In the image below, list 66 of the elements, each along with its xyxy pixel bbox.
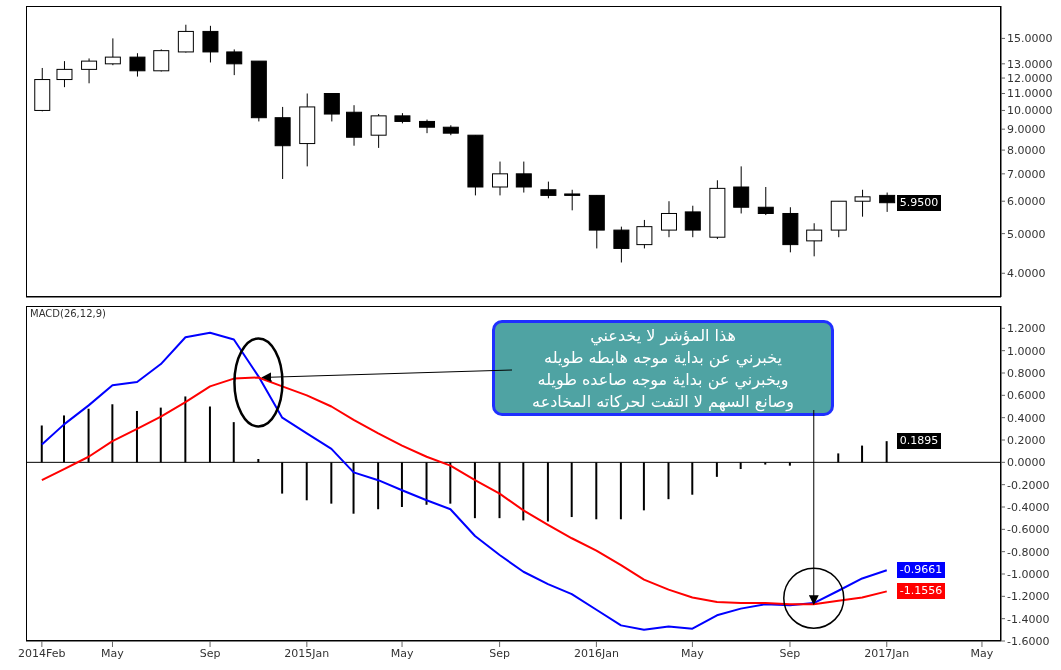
y-tick-label: -1.4000: [1007, 612, 1050, 626]
candlestick: [81, 57, 98, 84]
y-tick-label: 0.0000: [1007, 456, 1046, 470]
y-tick-label: -0.2000: [1007, 478, 1050, 492]
x-tick-label: 2017Jan: [864, 646, 910, 660]
y-tick-label: 15.0000: [1007, 32, 1053, 46]
annotation: 5.9500: [896, 194, 942, 211]
candlestick: [613, 226, 630, 263]
x-tick-label: 2015Jan: [284, 646, 330, 660]
y-tick-label: 8.0000: [1007, 144, 1046, 158]
x-tick-label: Sep: [779, 646, 801, 660]
chart-title: MACD(26,12,9): [30, 308, 106, 319]
candlestick: [515, 161, 532, 194]
candlestick: [56, 60, 73, 88]
y-tick-label: -0.8000: [1007, 545, 1050, 559]
candlestick: [492, 161, 509, 196]
annotation: -1.1556: [896, 583, 946, 600]
candlestick: [660, 200, 677, 238]
candlestick: [153, 48, 170, 73]
candlestick: [806, 222, 823, 257]
candlestick: [733, 165, 750, 214]
y-tick-label: 0.2000: [1007, 433, 1046, 447]
y-tick-label: 10.0000: [1007, 104, 1053, 118]
x-tick-label: 2014Feb: [18, 646, 66, 660]
y-tick-label: 4.0000: [1007, 267, 1046, 281]
candlestick: [684, 205, 701, 238]
y-tick-label: 6.0000: [1007, 195, 1046, 209]
candlestick: [129, 52, 146, 78]
x-tick-label: May: [390, 646, 414, 660]
y-tick-label: 12.0000: [1007, 71, 1053, 85]
x-tick-label: Sep: [199, 646, 221, 660]
candlestick: [226, 48, 243, 76]
y-tick-label: -1.0000: [1007, 567, 1050, 581]
candlestick: [104, 37, 121, 66]
annotation: -0.9661: [896, 562, 946, 579]
y-tick-label: -0.6000: [1007, 523, 1050, 537]
y-tick-label: 13.0000: [1007, 57, 1053, 71]
candlestick: [177, 24, 194, 54]
y-tick-label: 11.0000: [1007, 87, 1053, 101]
y-tick-label: -1.2000: [1007, 590, 1050, 604]
candlestick: [879, 192, 896, 213]
y-tick-label: 0.4000: [1007, 411, 1046, 425]
x-tick-label: May: [970, 646, 994, 660]
y-tick-label: 5.0000: [1007, 227, 1046, 241]
candlestick: [564, 189, 581, 211]
candlestick: [370, 113, 387, 149]
y-tick-label: 0.8000: [1007, 366, 1046, 380]
y-tick-label: -1.6000: [1007, 634, 1050, 648]
y-tick-label: 9.0000: [1007, 123, 1046, 137]
y-tick-label: -0.4000: [1007, 500, 1050, 514]
annotation: هذا المؤشر لا يخدعني يخبرني عن بداية موجه هابطه طويله ويخبرني عن بداية موجه صاعده طويله وصانع السهم لا التفت لحركاته المخادعه: [531, 325, 795, 413]
x-tick-label: Sep: [489, 646, 510, 660]
candlestick: [323, 93, 340, 122]
x-tick-label: 2016Jan: [573, 646, 619, 660]
annotation: 0.1895: [896, 433, 942, 450]
y-tick-label: 7.0000: [1007, 167, 1046, 181]
candlestick: [636, 219, 653, 249]
candlestick: [202, 25, 219, 63]
y-tick-label: 1.2000: [1007, 322, 1046, 336]
candlestick: [757, 186, 774, 216]
x-tick-label: May: [681, 646, 705, 660]
x-tick-label: May: [101, 646, 125, 660]
y-tick-label: 0.6000: [1007, 389, 1046, 403]
y-tick-label: 1.0000: [1007, 344, 1046, 358]
line-series: [40, 331, 888, 631]
candlestick: [854, 189, 871, 218]
